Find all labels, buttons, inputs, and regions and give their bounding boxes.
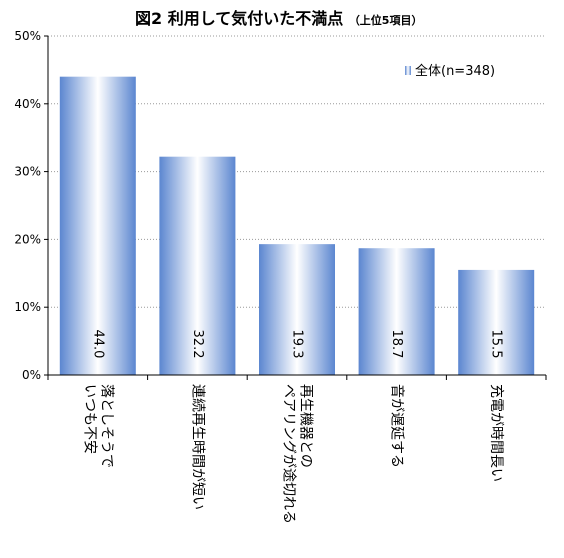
x-tick-label: 落としそうで: [98, 384, 114, 468]
y-axis-ticks: 0% 10% 20% 30% 40% 50%: [14, 29, 48, 382]
bar: [259, 244, 335, 375]
y-tick-label: 30%: [14, 165, 41, 179]
x-tick-label: 再生機器との: [298, 384, 314, 468]
x-tick-label: いつも不安: [81, 384, 97, 454]
bar: [159, 156, 236, 375]
y-tick-label: 0%: [22, 368, 41, 382]
data-label: 15.5: [489, 330, 504, 359]
x-tick-label: ペアリングが途切れる: [281, 384, 298, 524]
legend-swatch: [405, 66, 411, 75]
chart-subtitle: （上位5項目）: [349, 13, 423, 27]
x-tick-label: 音が遅延する: [389, 384, 406, 468]
data-label: 18.7: [389, 330, 404, 359]
y-tick-label: 20%: [14, 232, 41, 246]
chart-title-main: 図2 利用して気付いた不満点: [135, 9, 343, 28]
bar: [59, 76, 136, 376]
chart-title: 図2 利用して気付いた不満点 （上位5項目）: [135, 9, 422, 28]
legend: 全体(n=348): [405, 63, 495, 79]
x-tick-label: 連続再生時間が短い: [189, 384, 206, 510]
bar: [458, 269, 535, 375]
data-label: 32.2: [190, 330, 205, 359]
bars: [59, 76, 535, 376]
axes: [47, 36, 547, 380]
data-label: 44.0: [90, 330, 105, 359]
x-tick-label: 充電が時間長い: [488, 384, 504, 482]
y-tick-label: 10%: [14, 300, 41, 314]
y-tick-label: 50%: [14, 29, 41, 43]
bar: [358, 248, 435, 375]
y-tick-label: 40%: [14, 97, 41, 111]
data-label: 19.3: [290, 330, 305, 359]
legend-label: 全体(n=348): [415, 63, 495, 79]
data-labels: 44.0 32.2 19.3 18.7 15.5: [90, 330, 503, 359]
